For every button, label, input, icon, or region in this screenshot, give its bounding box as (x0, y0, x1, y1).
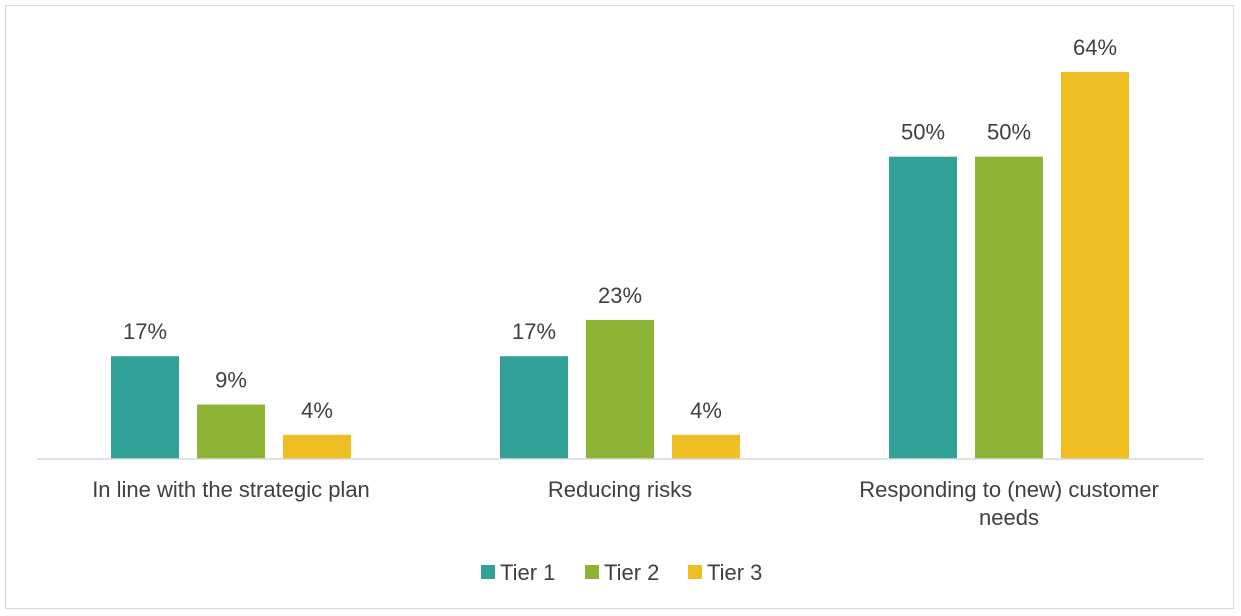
legend-label-tier-3: Tier 3 (707, 560, 762, 585)
legend-swatch-tier-1 (481, 565, 495, 579)
category-label-3: needs (979, 505, 1039, 530)
legend-swatch-tier-3 (688, 565, 702, 579)
bar-tier-2-cat-1 (197, 404, 265, 459)
data-labels-layer: 17% 9% 4% 17% 23% 4% 50% 50% 64% (123, 35, 1117, 423)
bar-tier-3-cat-1 (283, 434, 351, 459)
legend-swatch-tier-2 (585, 565, 599, 579)
category-label-3: Responding to (new) customer (859, 477, 1159, 502)
bar-tier-3-cat-3 (1061, 72, 1129, 459)
bar-tier-2-cat-3 (975, 156, 1043, 459)
legend-label-tier-2: Tier 2 (604, 560, 659, 585)
category-labels-layer: In line with the strategic plan Reducing … (92, 477, 1159, 530)
data-label-tier-1-cat-1: 17% (123, 319, 167, 344)
bar-tier-1-cat-2 (500, 356, 568, 459)
data-label-tier-3-cat-3: 64% (1073, 35, 1117, 60)
legend: Tier 1 Tier 2 Tier 3 (481, 560, 762, 585)
category-label-2: Reducing risks (548, 477, 692, 502)
bars-layer (111, 72, 1129, 459)
bar-tier-3-cat-2 (672, 434, 740, 459)
data-label-tier-2-cat-3: 50% (987, 120, 1031, 145)
bar-tier-1-cat-1 (111, 356, 179, 459)
bar-tier-1-cat-3 (889, 156, 957, 459)
category-label-1: In line with the strategic plan (92, 477, 370, 502)
data-label-tier-2-cat-2: 23% (598, 283, 642, 308)
data-label-tier-2-cat-1: 9% (215, 368, 247, 393)
data-label-tier-1-cat-2: 17% (512, 319, 556, 344)
data-label-tier-3-cat-2: 4% (690, 398, 722, 423)
bar-tier-2-cat-2 (586, 319, 654, 459)
data-label-tier-3-cat-1: 4% (301, 398, 333, 423)
data-label-tier-1-cat-3: 50% (901, 120, 945, 145)
legend-label-tier-1: Tier 1 (500, 560, 555, 585)
